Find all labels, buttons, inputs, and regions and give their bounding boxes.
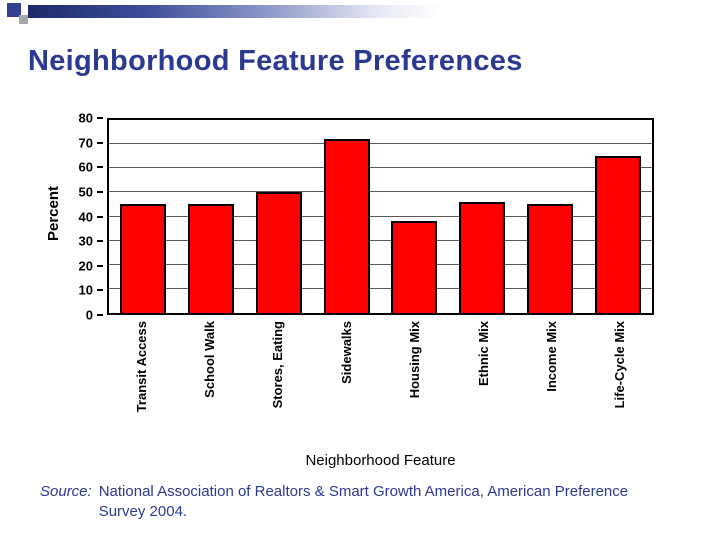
source-label: Source: <box>40 483 92 500</box>
category-label: Ethnic Mix <box>475 321 491 387</box>
y-tick-label: 50 <box>78 184 93 200</box>
bar-chart: Percent 0 10 20 30 40 50 60 70 80 Transit Access… <box>35 100 680 492</box>
category-label-cell: Life-Cycle Mix <box>590 321 650 453</box>
y-tick-mark <box>97 190 103 193</box>
bar-5 <box>391 221 438 313</box>
y-axis-ticks: 0 10 20 30 40 50 60 70 80 <box>35 111 103 323</box>
y-tick-label: 0 <box>85 307 93 323</box>
category-label-cell: Ethnic Mix <box>453 321 513 453</box>
gridline <box>109 167 652 169</box>
source-text: National Association of Realtors & Smart… <box>98 483 629 521</box>
gridline <box>109 239 652 241</box>
y-tick-mark <box>97 314 103 316</box>
category-label: Transit Access <box>133 321 149 413</box>
gridline <box>109 215 652 217</box>
y-tick-mark <box>97 141 103 144</box>
y-tick-label: 10 <box>78 282 93 298</box>
x-axis-title: Neighborhood Feature <box>305 452 456 469</box>
source-note: Source: National Association of Realtors… <box>40 482 644 523</box>
category-label: School Walk <box>202 321 218 398</box>
category-label: Housing Mix <box>407 321 423 399</box>
y-tick-mark <box>97 240 103 243</box>
decor-gradient-bar <box>28 5 442 18</box>
category-label-cell: Sidewalks <box>316 321 376 453</box>
slide-title: Neighborhood Feature Preferences <box>28 45 523 77</box>
category-label: Income Mix <box>543 321 559 392</box>
category-label: Stores, Eating <box>270 321 286 409</box>
y-tick-label: 70 <box>78 135 93 151</box>
bar-4 <box>323 139 370 313</box>
y-tick-mark <box>97 289 103 292</box>
x-axis-category-labels: Transit Access School Walk Stores, Eating S… <box>107 321 654 453</box>
gridline <box>109 263 652 265</box>
y-tick-mark <box>97 166 103 169</box>
y-tick-label: 60 <box>78 159 93 175</box>
category-label-cell: School Walk <box>180 321 240 453</box>
gridline <box>109 143 652 145</box>
category-label: Life-Cycle Mix <box>612 321 628 409</box>
category-label-cell: Income Mix <box>521 321 581 453</box>
bars-container <box>109 120 652 313</box>
bar-8 <box>595 156 642 313</box>
plot-area <box>107 118 654 315</box>
bar-2 <box>187 204 234 313</box>
category-label-cell: Stores, Eating <box>248 321 308 453</box>
bar-1 <box>119 204 166 313</box>
y-tick-mark <box>97 264 103 267</box>
gridline <box>109 287 652 289</box>
bar-3 <box>255 192 302 313</box>
bar-6 <box>459 202 506 313</box>
y-tick-mark <box>97 215 103 218</box>
y-tick-label: 20 <box>78 258 93 274</box>
category-label: Sidewalks <box>338 321 354 384</box>
y-tick-mark <box>97 117 103 119</box>
bar-7 <box>527 204 574 313</box>
y-tick-label: 40 <box>78 209 93 224</box>
category-label-cell: Housing Mix <box>385 321 445 453</box>
y-tick-label: 80 <box>78 110 93 126</box>
gridline <box>109 191 652 193</box>
decor-square-navy <box>7 3 21 17</box>
decor-square-gray <box>19 15 28 24</box>
y-tick-label: 30 <box>78 233 93 249</box>
category-label-cell: Transit Access <box>111 321 171 453</box>
